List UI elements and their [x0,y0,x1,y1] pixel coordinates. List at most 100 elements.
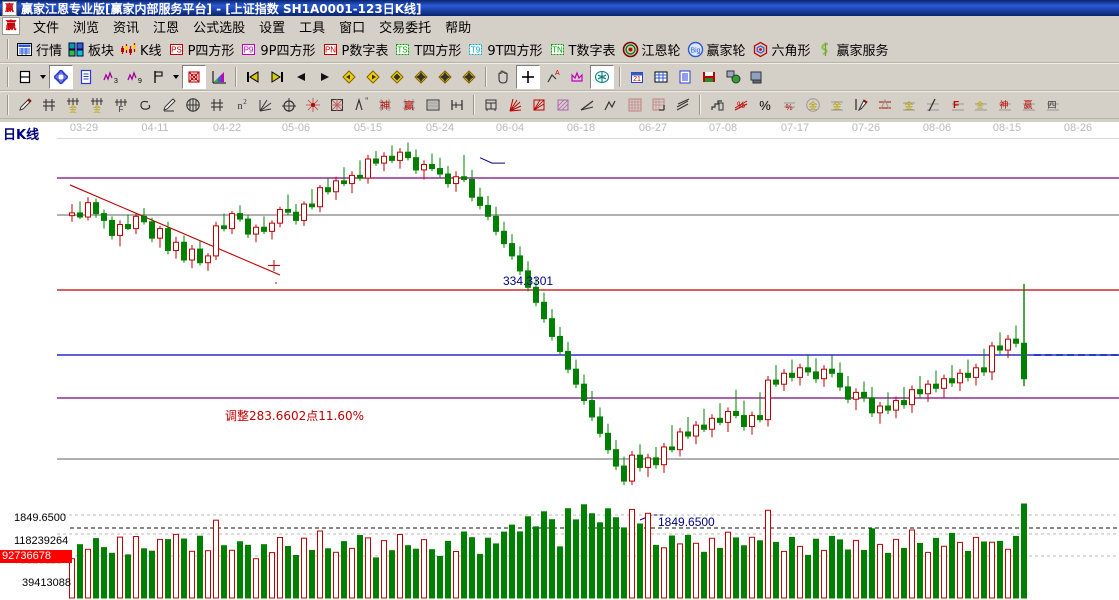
center-button[interactable] [458,66,480,88]
monitor-button[interactable] [746,66,768,88]
cycle-analysis-button[interactable] [49,65,73,89]
table-button[interactable] [650,66,672,88]
menu-item-browse[interactable]: 浏览 [73,20,100,36]
list-button[interactable] [674,66,696,88]
ladder2-tool[interactable] [206,94,228,116]
menu-item-help[interactable]: 帮助 [445,20,472,36]
zoom-in-button[interactable] [386,66,408,88]
brain-tool-button[interactable] [590,65,614,89]
box-target-tool[interactable] [326,94,348,116]
mesh-tool[interactable] [422,94,444,116]
percent-line-tool[interactable]: % [778,94,800,116]
grid-ladder-tool[interactable] [38,94,60,116]
toolbar-button-winner-wheel[interactable]: Big 赢家轮 [684,38,749,60]
svg-text:赢: 赢 [404,99,414,112]
toolbar-button-p-number-table[interactable]: PN P数字表 [319,38,392,60]
menu-item-tools[interactable]: 工具 [299,20,326,36]
gold-line-tool[interactable]: 金 [826,94,848,116]
fib-red-tool[interactable] [874,94,896,116]
toolbar-button-sector[interactable]: 板块 [65,38,117,60]
period-day-button[interactable] [14,66,36,88]
menu-item-news[interactable]: 资讯 [113,20,140,36]
fan-tool-button[interactable] [566,66,588,88]
menu-item-file[interactable]: 文件 [33,20,60,36]
shift-left-button[interactable] [338,66,360,88]
menu-item-trade[interactable]: 交易委托 [379,20,432,36]
crosshair-tool-button[interactable] [516,65,540,89]
zoom-out-button[interactable] [410,66,432,88]
gold-slash-tool[interactable]: 金 [970,94,992,116]
toolbar-button-gann-wheel[interactable]: 江恩轮 [619,38,684,60]
scale-tool[interactable]: F [110,94,132,116]
fan-red-tool[interactable] [504,94,526,116]
toolbar-button-t-square[interactable]: TS T四方形 [391,38,464,60]
menu-item-formula[interactable]: 公式选股 [193,20,246,36]
shift-right-button[interactable] [362,66,384,88]
period-dropdown[interactable] [37,66,48,88]
report-button[interactable] [75,66,97,88]
gold-circle-tool[interactable]: 金 [802,94,824,116]
first-page-button[interactable] [242,66,264,88]
fan-slash-tool[interactable] [922,94,944,116]
kline-3-button[interactable]: 3 [99,66,121,88]
box-fan-tool[interactable] [528,94,550,116]
toolbar-button-t-number-table[interactable]: TN T数字表 [546,38,619,60]
expand-button[interactable] [434,66,456,88]
toolbar-button-9p-square[interactable]: P9 9P四方形 [237,38,318,60]
gold-fan-tool[interactable]: 金 [898,94,920,116]
box-hatch-tool[interactable] [552,94,574,116]
tn-number-table-icon: TN [549,41,566,58]
pattern-button[interactable] [182,65,206,89]
menu-item-settings[interactable]: 设置 [259,20,286,36]
pen-ruler-tool[interactable] [850,94,872,116]
flag-dropdown[interactable] [170,66,181,88]
quote-tool[interactable]: " [350,94,372,116]
toolbar-button-hexagon[interactable]: 六角形 [749,38,814,60]
parallel-tool[interactable] [672,94,694,116]
toolbar-button-9t-square[interactable]: T9 9T四方形 [464,38,545,60]
last-page-button[interactable] [266,66,288,88]
menu-item-window[interactable]: 窗口 [339,20,366,36]
spiral-tool[interactable] [134,94,156,116]
flag-button[interactable] [147,66,169,88]
si-fan-tool[interactable]: 四 [1042,94,1064,116]
network-button[interactable] [722,66,744,88]
save-button[interactable] [698,66,720,88]
n2-tool[interactable]: n 2 [230,94,252,116]
target-tool[interactable] [278,94,300,116]
pen-tool[interactable] [14,94,36,116]
pen2-tool[interactable] [158,94,180,116]
percent-tool[interactable]: % [754,94,776,116]
angle-tool[interactable] [576,94,598,116]
steps-tool[interactable] [706,94,728,116]
circle-tool[interactable] [182,94,204,116]
grid3-tool[interactable] [648,94,670,116]
shen-fan-tool[interactable]: 神 [994,94,1016,116]
star-tool[interactable] [302,94,324,116]
chart-panel[interactable]: 日K线 03-29 04-11 04-22 05-06 05-15 05-24 06-04 0… [0,122,1119,600]
fan2-tool[interactable] [254,94,276,116]
grid2-tool[interactable] [624,94,646,116]
f-fan-tool[interactable]: F [946,94,968,116]
kline-9-button[interactable]: 9 [123,66,145,88]
table2-tool[interactable] [480,94,502,116]
menu-item-gann[interactable]: 江恩 [153,20,180,36]
measure-tool[interactable] [446,94,468,116]
percent-fan-tool[interactable]: % [730,94,752,116]
line-tool-button[interactable]: A [542,66,564,88]
toolbar-button-kline[interactable]: K线 [117,38,165,60]
next-button[interactable] [314,66,336,88]
ying-fan-tool[interactable]: 赢 [1018,94,1040,116]
prev-button[interactable] [290,66,312,88]
shen-tool[interactable]: 神 [374,94,396,116]
ying-tool[interactable]: 赢 [398,94,420,116]
toolbar-button-quotes[interactable]: 行情 [13,38,65,60]
spectrum-button[interactable] [208,66,230,88]
toolbar-button-winner-service[interactable]: 赢家服务 [814,38,892,60]
calendar-button[interactable]: 21 [626,66,648,88]
toolbar-button-p-square[interactable]: PS P四方形 [165,38,238,60]
hand-tool-button[interactable] [492,66,514,88]
gold-ladder2-tool[interactable]: 金 [86,94,108,116]
gold-ladder1-tool[interactable]: 金 [62,94,84,116]
zigzag-tool[interactable] [600,94,622,116]
